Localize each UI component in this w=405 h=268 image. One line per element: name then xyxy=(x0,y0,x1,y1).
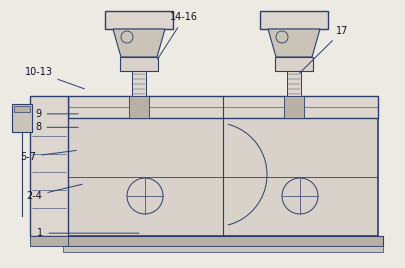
Bar xyxy=(275,57,313,71)
Bar xyxy=(260,11,328,29)
Text: Xinhai: Xinhai xyxy=(269,100,323,115)
Text: 鲑海矿业技术装备: 鲑海矿业技术装备 xyxy=(271,129,296,134)
Bar xyxy=(105,11,173,29)
Text: 2-4: 2-4 xyxy=(26,184,82,201)
Text: Xinhai: Xinhai xyxy=(90,100,145,115)
Text: Xinhai: Xinhai xyxy=(273,227,318,240)
Bar xyxy=(30,96,68,236)
Bar xyxy=(68,96,378,118)
Bar xyxy=(120,57,158,71)
Text: 10-13: 10-13 xyxy=(24,67,85,89)
Text: 14-16: 14-16 xyxy=(158,12,198,59)
Text: 鲑海矿业技术装备: 鲑海矿业技术装备 xyxy=(88,129,114,134)
Bar xyxy=(12,104,32,132)
Text: 17: 17 xyxy=(300,26,348,73)
Polygon shape xyxy=(30,236,68,246)
Polygon shape xyxy=(268,29,320,57)
Polygon shape xyxy=(113,29,165,57)
Bar xyxy=(284,96,304,118)
Text: Xinhai: Xinhai xyxy=(83,227,128,240)
Bar xyxy=(132,71,146,96)
Text: 1: 1 xyxy=(37,228,139,238)
Text: 5-7: 5-7 xyxy=(20,150,76,162)
Bar xyxy=(68,118,378,236)
Bar xyxy=(63,246,383,252)
Bar xyxy=(14,106,30,112)
Text: 8: 8 xyxy=(35,122,78,132)
Bar xyxy=(129,96,149,118)
Bar xyxy=(63,236,383,246)
Bar xyxy=(287,71,301,96)
Text: 9: 9 xyxy=(35,109,78,119)
